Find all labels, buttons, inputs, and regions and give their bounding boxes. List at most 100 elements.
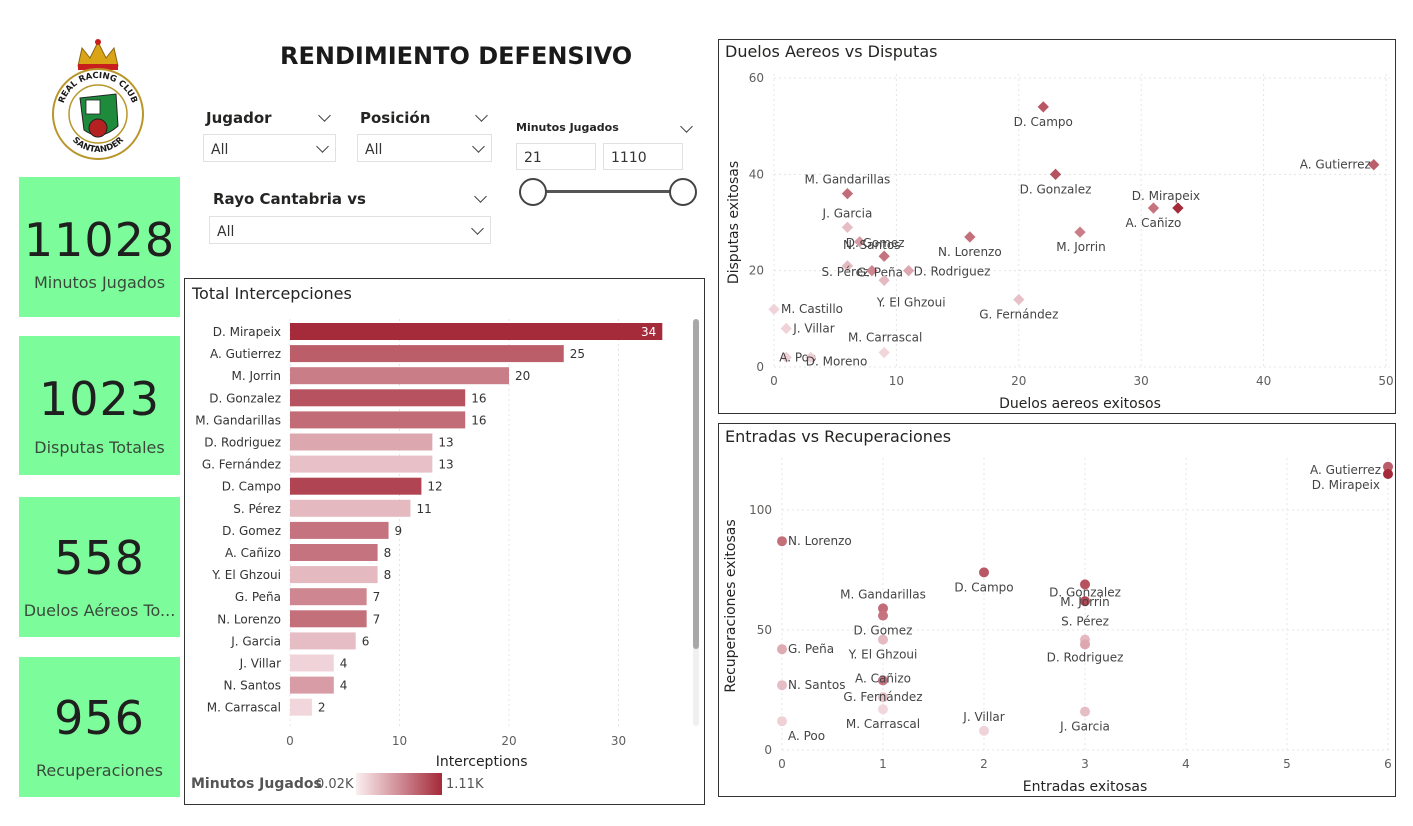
- bar: [290, 411, 466, 429]
- scatter-point: [866, 265, 878, 277]
- bar: [290, 367, 509, 385]
- point-label: J. Garcia: [1059, 720, 1110, 734]
- data-label: 13: [438, 436, 453, 450]
- scatter-point: [902, 265, 915, 277]
- point-label: A. Gutierrez: [1310, 463, 1381, 477]
- legend-label: Minutos Jugados: [191, 776, 322, 792]
- scatter-point: [1172, 202, 1184, 214]
- point-label: D. Mirapeix: [1132, 189, 1200, 203]
- minutos-range-max-handle[interactable]: [669, 178, 697, 206]
- scrollbar-thumb[interactable]: [693, 319, 699, 649]
- scatter-point: [878, 603, 888, 614]
- category-label: J. Villar: [239, 657, 281, 671]
- scatter-point: [1368, 159, 1380, 171]
- rival-slicer-title: Rayo Cantabria vs: [213, 190, 366, 208]
- posicion-dropdown[interactable]: All: [357, 134, 492, 162]
- point-label: D. Rodriguez: [1047, 650, 1124, 664]
- point-label: A. Poo: [788, 729, 825, 743]
- chart-title: Total Intercepciones: [192, 284, 352, 303]
- bar: [290, 566, 378, 584]
- point-label: M. Gandarillas: [840, 587, 926, 601]
- y-tick-label: 50: [757, 623, 772, 637]
- category-label: G. Fernández: [202, 458, 281, 472]
- kpi-label: Recuperaciones: [36, 761, 163, 780]
- data-label: 25: [570, 347, 585, 361]
- point-label: N. Lorenzo: [788, 534, 852, 548]
- chevron-down-icon[interactable]: [474, 190, 487, 203]
- bar: [290, 323, 663, 340]
- scatter-point: [878, 675, 888, 686]
- kpi-card-duelos: 558 Duelos Aéreos To...: [19, 497, 180, 637]
- x-tick-label: 40: [1256, 374, 1271, 388]
- point-label: G. Fernández: [843, 690, 922, 704]
- scatter-point: [777, 536, 787, 547]
- jugador-dropdown[interactable]: All: [203, 134, 336, 162]
- bar: [290, 433, 433, 451]
- category-label: A. Gutierrez: [210, 347, 281, 361]
- point-label: A. Poo: [779, 350, 816, 364]
- rival-dropdown[interactable]: All: [209, 216, 491, 244]
- point-label: A. Cañizo: [855, 671, 911, 685]
- category-label: S. Pérez: [233, 502, 281, 516]
- point-label: Y. El Ghzoui: [848, 648, 918, 662]
- point-label: M. Carrascal: [846, 717, 920, 731]
- scatter-point: [1074, 226, 1086, 238]
- point-label: D. Campo: [954, 580, 1013, 594]
- chevron-down-icon: [472, 140, 485, 153]
- x-tick-label: 10: [889, 374, 904, 388]
- category-label: M. Carrascal: [207, 701, 281, 715]
- rival-selected-value: All: [217, 224, 235, 240]
- y-tick-label: 100: [749, 503, 772, 517]
- point-label: N. Santos: [788, 678, 845, 692]
- x-tick-label: 30: [611, 734, 626, 748]
- scatter-point: [777, 716, 787, 727]
- scatter-point: [1383, 461, 1393, 472]
- point-label: M. Carrascal: [848, 331, 922, 345]
- data-label: 13: [438, 458, 453, 472]
- point-label: D. Rodriguez: [914, 265, 991, 279]
- minutos-max-value: 1110: [611, 150, 647, 166]
- data-label: 4: [340, 657, 348, 671]
- scatter-point: [841, 221, 854, 233]
- posicion-slicer-title: Posición: [360, 109, 431, 127]
- x-tick-label: 0: [778, 757, 786, 771]
- scatter-point: [878, 250, 890, 262]
- data-label: 12: [427, 480, 442, 494]
- x-tick-label: 20: [501, 734, 516, 748]
- duelos-scatter-chart: 0 10 20 30 40 50 0 20 40 60 Duelos aereos exitosos…: [726, 71, 1394, 412]
- legend-gradient: [356, 773, 442, 795]
- scatter-point: [878, 634, 888, 645]
- y-tick-label: 0: [764, 743, 772, 757]
- y-axis-title: Disputas exitosas: [726, 161, 742, 284]
- scatter-point: [1080, 596, 1090, 607]
- bar: [290, 389, 466, 407]
- minutos-range-track[interactable]: [533, 190, 683, 193]
- category-label: D. Gonzalez: [209, 391, 281, 405]
- kpi-value: 956: [54, 691, 145, 745]
- category-label: N. Santos: [224, 679, 281, 693]
- x-tick-label: 0: [770, 374, 778, 388]
- x-axis-title: Interceptions: [436, 754, 528, 770]
- minutos-max-input[interactable]: 1110: [603, 143, 683, 170]
- bar: [290, 455, 433, 473]
- scatter-point: [1080, 579, 1090, 590]
- x-tick-label: 6: [1384, 757, 1392, 771]
- scatter-point: [878, 274, 890, 286]
- kpi-card-disputas: 1023 Disputas Totales: [19, 336, 180, 475]
- chevron-down-icon[interactable]: [318, 109, 331, 122]
- point-label: A. Cañizo: [1125, 216, 1181, 230]
- point-label: D. Moreno: [806, 354, 868, 368]
- minutos-min-input[interactable]: 21: [516, 143, 596, 170]
- scatter-point: [768, 303, 780, 315]
- point-label: J. Garcia: [822, 206, 873, 220]
- chevron-down-icon[interactable]: [475, 109, 488, 122]
- y-tick-label: 40: [749, 167, 764, 181]
- point-label: S. Pérez: [822, 265, 870, 279]
- kpi-label: Disputas Totales: [34, 438, 165, 457]
- minutos-range-min-handle[interactable]: [519, 178, 547, 206]
- scatter-point: [777, 680, 787, 691]
- data-label: 6: [362, 634, 370, 648]
- data-label: 2: [318, 701, 326, 715]
- chevron-down-icon[interactable]: [680, 120, 693, 133]
- point-label: M. Castillo: [781, 302, 843, 316]
